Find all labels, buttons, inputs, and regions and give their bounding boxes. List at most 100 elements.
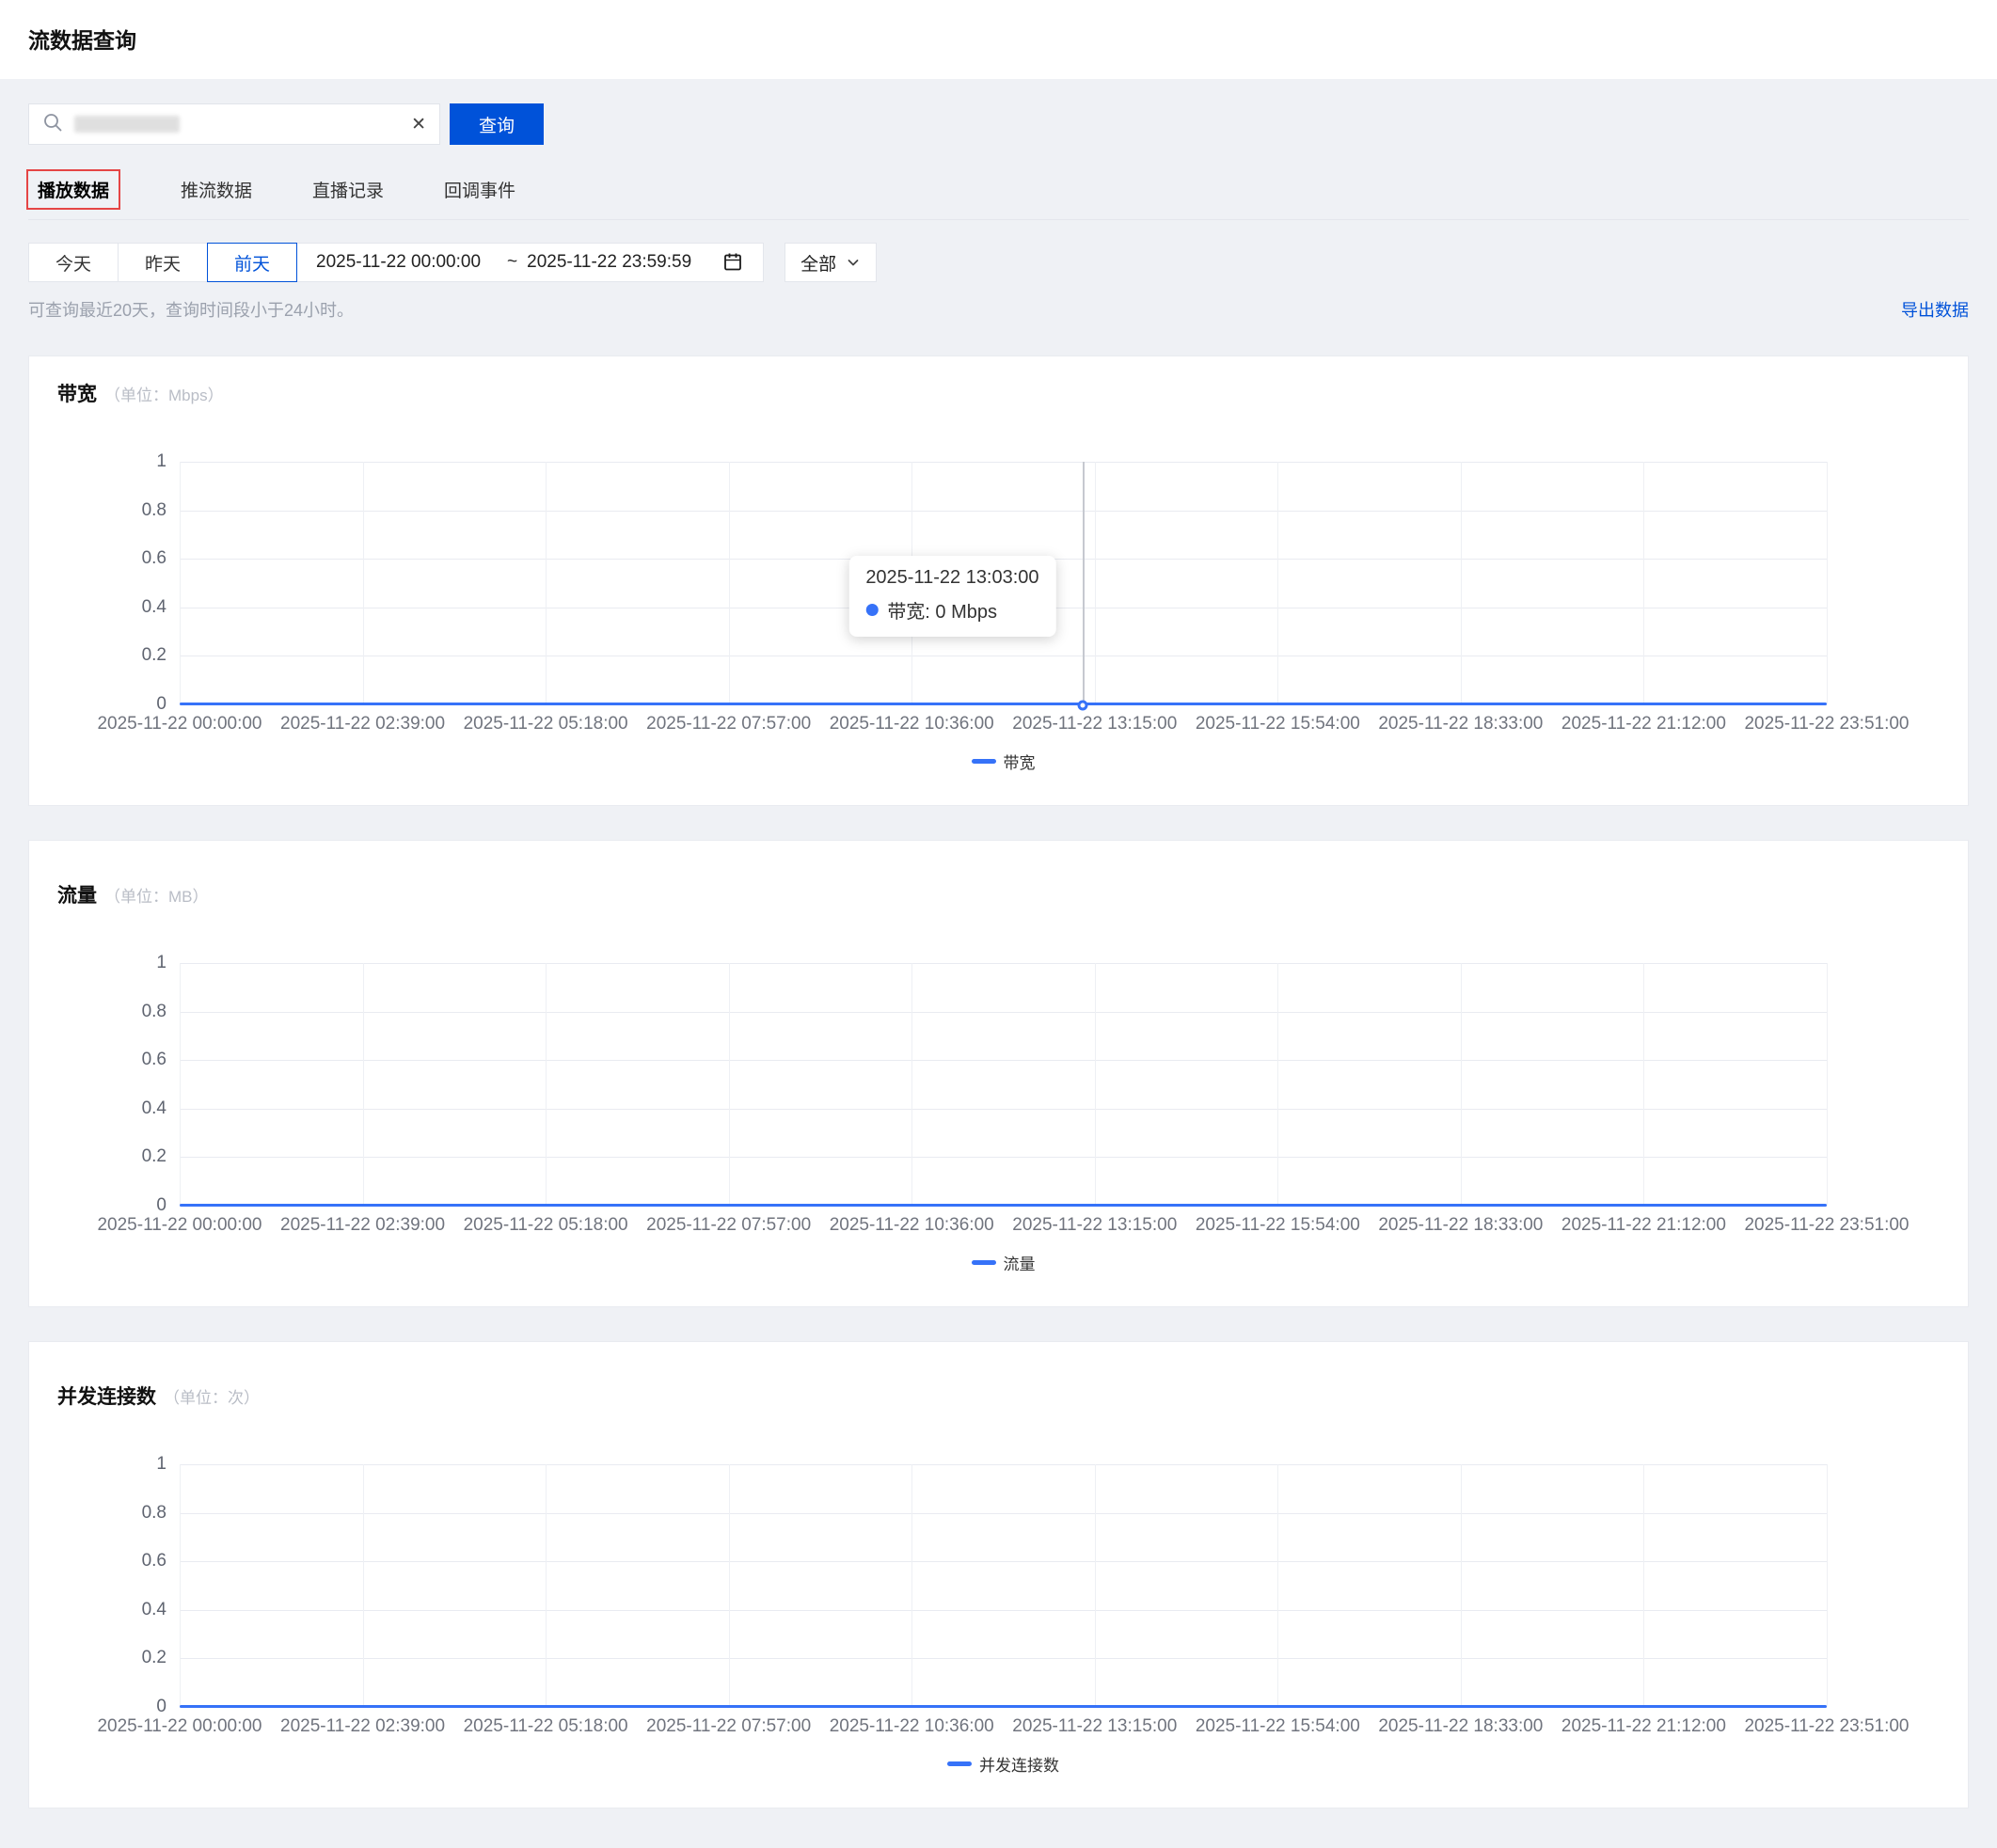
gridline-v [911, 1464, 913, 1707]
y-axis-tick-label: 0.2 [141, 645, 166, 666]
tabs-divider [28, 219, 1969, 220]
calendar-icon[interactable] [721, 251, 744, 274]
clear-search-icon[interactable]: ✕ [411, 114, 426, 134]
hint-row: 可查询最近20天，查询时间段小于24小时。 导出数据 [28, 297, 1969, 322]
tooltip-series-dot [865, 604, 879, 616]
x-axis-tick-label: 2025-11-22 00:00:00 [97, 1215, 262, 1235]
legend-label: 并发连接数 [979, 1757, 1059, 1775]
stream-filter-select[interactable]: 全部 [785, 243, 878, 282]
gridline-v [1094, 1464, 1096, 1707]
quick-range-today[interactable]: 今天 [28, 243, 119, 282]
query-button[interactable]: 查询 [450, 103, 544, 145]
gridline-v [728, 963, 730, 1206]
hover-crosshair [1082, 462, 1085, 704]
y-axis-tick-label: 0 [156, 1195, 166, 1215]
gridline-v [1827, 462, 1828, 704]
series-line-带宽 [180, 703, 1827, 705]
x-axis-tick-label: 2025-11-22 02:39:00 [280, 1215, 446, 1235]
gridline-v [180, 462, 181, 704]
x-axis-tick-label: 2025-11-22 21:12:00 [1561, 1716, 1726, 1736]
y-axis-tick-label: 0.2 [141, 1648, 166, 1668]
gridline-v [362, 462, 364, 704]
chart-tooltip: 2025-11-22 13:03:00 带宽: 0 Mbps [848, 556, 1056, 637]
content: ✕ 查询 播放数据 推流数据 直播记录 回调事件 今天 昨天 前天 2025-1… [0, 103, 1997, 1809]
gridline-v [1643, 1464, 1645, 1707]
x-axis-tick-label: 2025-11-22 23:51:00 [1744, 1716, 1910, 1736]
gridline-v [728, 1464, 730, 1707]
legend-swatch [947, 1761, 972, 1766]
concurrent-connections-chart-card: 并发连接数 （单位：次） 1 0.8 0.6 0.4 0.2 0 2025-11-22 0… [28, 1341, 1969, 1809]
x-axis-tick-label: 2025-11-22 07:57:00 [646, 1215, 812, 1235]
y-axis-tick-label: 0.4 [141, 1599, 166, 1619]
x-axis-tick-label: 2025-11-22 02:39:00 [280, 714, 446, 734]
y-axis-tick-label: 0.2 [141, 1146, 166, 1167]
x-axis-tick-label: 2025-11-22 21:12:00 [1561, 1215, 1726, 1235]
connections-chart: 1 0.8 0.6 0.4 0.2 0 2025-11-22 00:00:00 2025-1… [97, 1454, 1909, 1776]
legend-swatch [971, 1260, 996, 1265]
legend-item-并发连接数[interactable]: 并发连接数 [180, 1752, 1827, 1776]
x-axis-tick-label: 2025-11-22 05:18:00 [463, 714, 628, 734]
connections-plot-area[interactable]: 1 0.8 0.6 0.4 0.2 0 [142, 1454, 1828, 1716]
search-input[interactable]: ✕ [28, 103, 440, 145]
gridline-h [180, 1464, 1827, 1465]
traffic-plot-area[interactable]: 1 0.8 0.6 0.4 0.2 0 [142, 953, 1828, 1215]
gridline-v [546, 963, 547, 1206]
tab-push-data[interactable]: 推流数据 [181, 182, 253, 201]
gridline-h [180, 510, 1827, 512]
gridline-h [180, 1060, 1827, 1062]
quick-range-yesterday[interactable]: 昨天 [118, 243, 208, 282]
gridline-h [180, 462, 1827, 463]
x-axis-tick-label: 2025-11-22 05:18:00 [463, 1215, 628, 1235]
hover-point-marker [1077, 700, 1088, 711]
y-axis-tick-label: 0.6 [141, 1050, 166, 1070]
gridline-v [1827, 1464, 1828, 1707]
x-axis-tick-label: 2025-11-22 15:54:00 [1195, 1215, 1360, 1235]
gridline-v [180, 963, 181, 1206]
quick-range-group: 今天 昨天 前天 2025-11-22 00:00:00 ~ 2025-11-2… [28, 243, 765, 282]
tab-bar: 播放数据 推流数据 直播记录 回调事件 [26, 169, 1969, 210]
tab-play-data[interactable]: 播放数据 [26, 169, 121, 210]
chart-title-bandwidth: 带宽 [57, 384, 97, 405]
gridline-h [180, 963, 1827, 964]
gridline-v [1460, 462, 1462, 704]
x-axis-tick-label: 2025-11-22 00:00:00 [97, 1716, 262, 1736]
gridline-v [1460, 1464, 1462, 1707]
export-data-link[interactable]: 导出数据 [1901, 301, 1969, 320]
stream-filter-value: 全部 [800, 254, 837, 275]
gridline-v [1094, 963, 1096, 1206]
bandwidth-plot-area[interactable]: 1 0.8 0.6 0.4 0.2 0 2025-11-22 13:03:00 带宽: 0 M… [142, 451, 1828, 714]
gridline-v [362, 1464, 364, 1707]
y-axis-tick-label: 0.8 [141, 499, 166, 520]
x-axis-tick-label: 2025-11-22 13:15:00 [1012, 714, 1178, 734]
x-axis-tick-label: 2025-11-22 07:57:00 [646, 1716, 812, 1736]
y-axis-tick-label: 0.6 [141, 548, 166, 569]
date-range-picker[interactable]: 2025-11-22 00:00:00 ~ 2025-11-22 23:59:5… [296, 243, 765, 282]
tab-callback-events[interactable]: 回调事件 [444, 182, 516, 201]
y-axis-tick-label: 1 [156, 1454, 166, 1474]
x-axis-tick-label: 2025-11-22 21:12:00 [1561, 714, 1726, 734]
gridline-h [180, 1609, 1827, 1611]
gridline-v [1277, 1464, 1279, 1707]
gridline-h [180, 1658, 1827, 1660]
traffic-x-axis: 2025-11-22 00:00:00 2025-11-22 02:39:00 20… [97, 1215, 1909, 1240]
page-header: 流数据查询 [0, 0, 1997, 79]
gridline-v [1277, 462, 1279, 704]
x-axis-tick-label: 2025-11-22 18:33:00 [1378, 1716, 1544, 1736]
legend-item-流量[interactable]: 流量 [180, 1251, 1827, 1274]
bandwidth-chart-card: 带宽 （单位：Mbps） 1 0.8 0.6 0.4 0.2 0 2025-11-22 13… [28, 355, 1969, 806]
x-axis-tick-label: 2025-11-22 13:15:00 [1012, 1716, 1178, 1736]
gridline-v [546, 462, 547, 704]
gridline-h [180, 1108, 1827, 1110]
search-icon [42, 112, 63, 137]
tab-live-record[interactable]: 直播记录 [312, 182, 385, 201]
legend-swatch [971, 759, 996, 764]
quick-range-day-before[interactable]: 前天 [207, 243, 297, 282]
x-axis-tick-label: 2025-11-22 23:51:00 [1744, 714, 1910, 734]
bandwidth-x-axis: 2025-11-22 00:00:00 2025-11-22 02:39:00 20… [97, 714, 1909, 738]
date-end: 2025-11-22 23:59:59 [527, 252, 692, 272]
gridline-h [180, 1512, 1827, 1514]
legend-item-带宽[interactable]: 带宽 [180, 750, 1827, 773]
x-axis-tick-label: 2025-11-22 02:39:00 [280, 1716, 446, 1736]
x-axis-tick-label: 2025-11-22 07:57:00 [646, 714, 812, 734]
x-axis-tick-label: 2025-11-22 05:18:00 [463, 1716, 628, 1736]
